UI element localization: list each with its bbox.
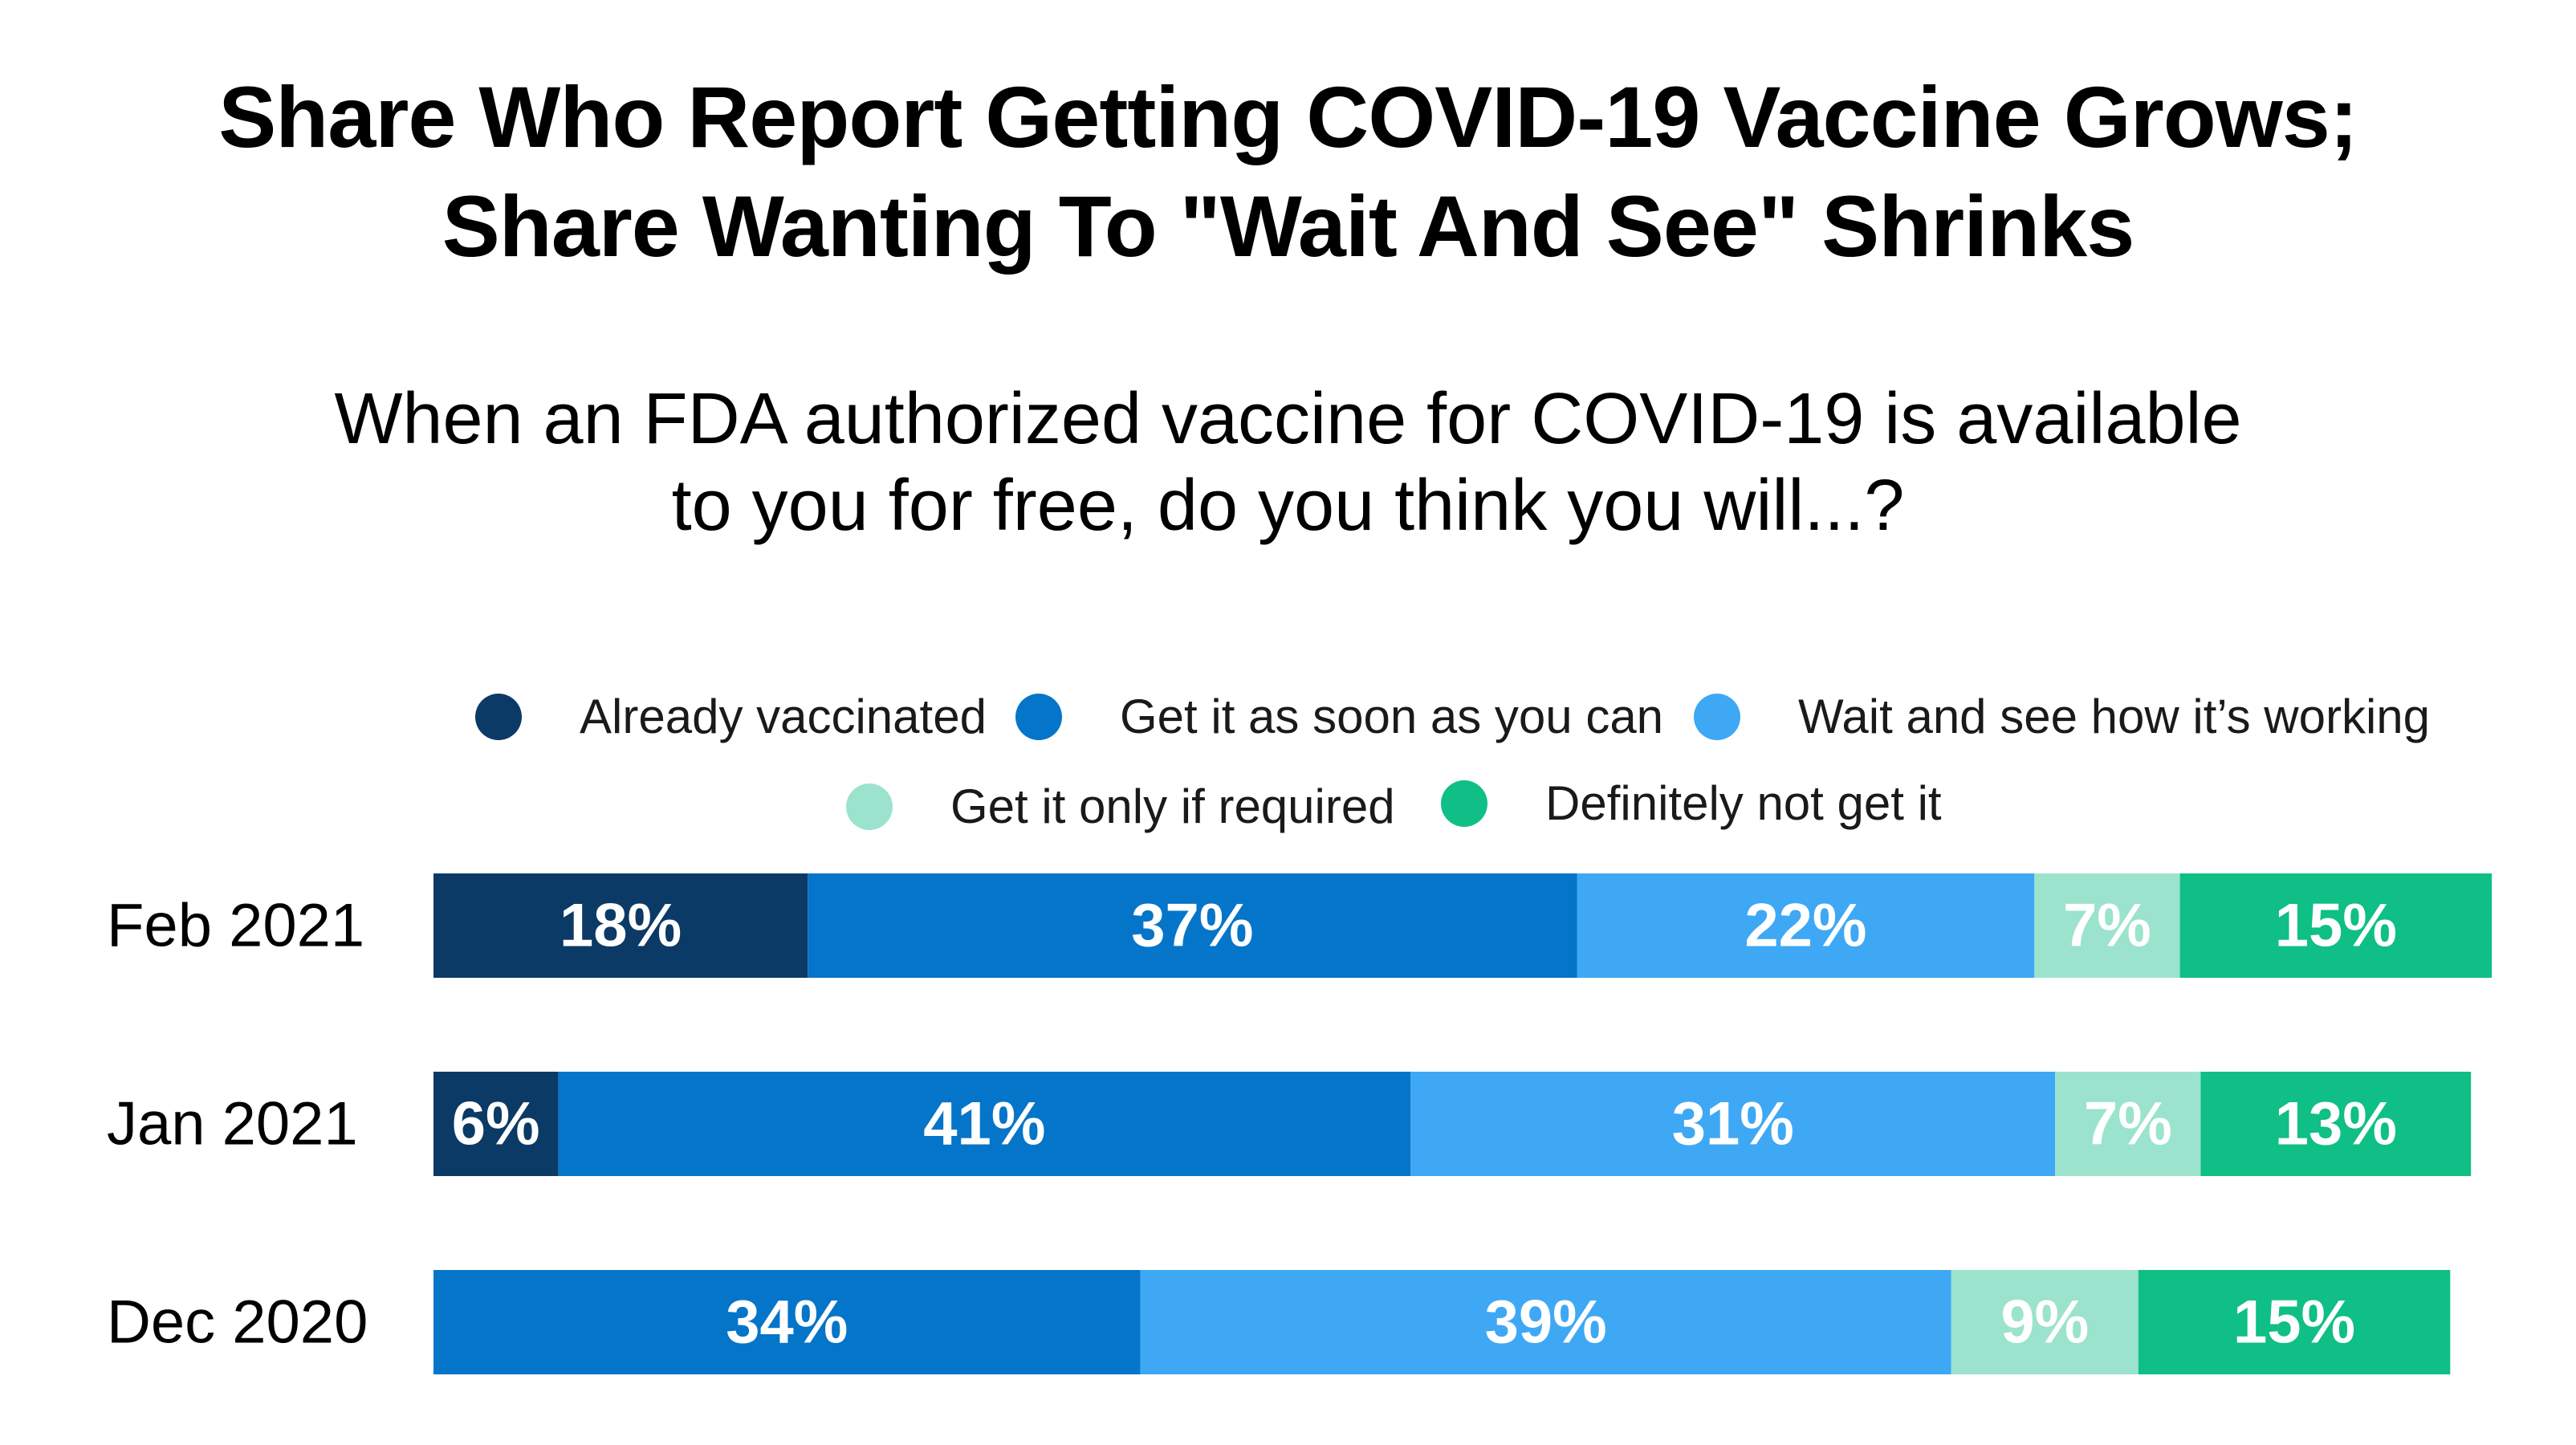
legend-label-only-if-required: Get it only if required	[950, 779, 1395, 833]
legend-label-wait-and-see: Wait and see how it’s working	[1798, 690, 2431, 743]
legend-swatch-get-it-asap	[1015, 693, 1062, 740]
bar-segment-dec-2020-get-it-only-if-required	[1951, 1270, 2139, 1374]
data-label-feb-2021-get-it-as-soon-as-you-can: 37%	[1131, 892, 1253, 960]
data-label-dec-2020-get-it-only-if-required: 9%	[2000, 1288, 2089, 1357]
legend-item-wait-and-see: Wait and see how it’s working	[1694, 689, 2430, 744]
bar-segment-jan-2021-get-it-as-soon-as-you-can	[558, 1072, 1411, 1176]
title-line-1: Share Who Report Getting COVID-19 Vaccin…	[218, 68, 2358, 165]
data-label-feb-2021-get-it-only-if-required: 7%	[2063, 892, 2151, 960]
legend-item-get-it-asap: Get it as soon as you can	[1015, 689, 1663, 744]
legend-swatch-already-vaccinated	[475, 693, 522, 740]
data-label-feb-2021-already-vaccinated: 18%	[560, 892, 682, 960]
data-label-jan-2021-definitely-not-get-it: 13%	[2275, 1090, 2397, 1158]
legend-label-definitely-not: Definitely not get it	[1545, 776, 1942, 830]
data-label-jan-2021-already-vaccinated: 6%	[452, 1090, 540, 1158]
bar-segment-jan-2021-definitely-not-get-it	[2200, 1072, 2472, 1176]
legend-label-get-it-asap: Get it as soon as you can	[1120, 690, 1664, 743]
data-label-feb-2021-definitely-not-get-it: 15%	[2275, 892, 2397, 960]
data-label-dec-2020-wait-and-see-how-it-s-working: 39%	[1485, 1288, 1607, 1357]
subtitle-line-1: When an FDA authorized vaccine for COVID…	[334, 379, 2242, 459]
data-label-feb-2021-wait-and-see-how-it-s-working: 22%	[1744, 892, 1866, 960]
row-label-jan-2021: Jan 2021	[107, 1090, 358, 1158]
legend-item-already-vaccinated: Already vaccinated	[475, 689, 987, 744]
bar-segment-dec-2020-definitely-not-get-it	[2138, 1270, 2451, 1374]
row-label-dec-2020: Dec 2020	[107, 1288, 368, 1357]
data-label-jan-2021-wait-and-see-how-it-s-working: 31%	[1672, 1090, 1794, 1158]
bar-segment-dec-2020-wait-and-see-how-it-s-working	[1140, 1270, 1951, 1374]
bar-segment-feb-2021-get-it-as-soon-as-you-can	[808, 873, 1577, 978]
legend-swatch-definitely-not	[1441, 779, 1487, 827]
legend-swatch-wait-and-see	[1694, 693, 1740, 740]
bar-segment-jan-2021-already-vaccinated	[433, 1072, 559, 1176]
data-label-jan-2021-get-it-only-if-required: 7%	[2084, 1090, 2172, 1158]
bar-segment-dec-2020-get-it-as-soon-as-you-can	[433, 1270, 1141, 1374]
data-label-dec-2020-definitely-not-get-it: 15%	[2233, 1288, 2355, 1357]
legend-label-already-vaccinated: Already vaccinated	[580, 690, 987, 743]
bar-segment-feb-2021-get-it-only-if-required	[2034, 873, 2180, 978]
data-label-dec-2020-get-it-as-soon-as-you-can: 34%	[726, 1288, 848, 1357]
chart-title: Share Who Report Getting COVID-19 Vaccin…	[0, 63, 2576, 281]
bar-segment-jan-2021-wait-and-see-how-it-s-working	[1410, 1072, 2056, 1176]
bar-segment-jan-2021-get-it-only-if-required	[2055, 1072, 2201, 1176]
legend-swatch-only-if-required	[846, 783, 893, 830]
chart-subtitle: When an FDA authorized vaccine for COVID…	[0, 376, 2576, 549]
subtitle-line-2: to you for free, do you think you will..…	[671, 466, 1905, 546]
legend-item-definitely-not: Definitely not get it	[1441, 775, 1942, 831]
bar-segment-feb-2021-already-vaccinated	[433, 873, 808, 978]
data-label-jan-2021-get-it-as-soon-as-you-can: 41%	[923, 1090, 1045, 1158]
bar-segment-feb-2021-wait-and-see-how-it-s-working	[1577, 873, 2035, 978]
row-label-feb-2021: Feb 2021	[107, 892, 364, 960]
bar-segment-feb-2021-definitely-not-get-it	[2179, 873, 2493, 978]
legend-item-only-if-required: Get it only if required	[846, 779, 1395, 834]
title-line-2: Share Wanting To "Wait And See" Shrinks	[442, 177, 2135, 275]
